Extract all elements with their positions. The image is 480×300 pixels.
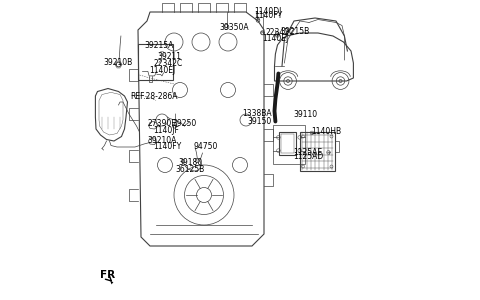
Text: 27390E: 27390E (147, 119, 176, 128)
Text: 36125B: 36125B (176, 165, 205, 174)
Text: 39210B: 39210B (103, 58, 132, 67)
Text: FR: FR (100, 271, 115, 281)
Text: 39210A: 39210A (147, 136, 176, 145)
Text: 22342C: 22342C (266, 28, 295, 37)
Text: REF.28-286A: REF.28-286A (131, 92, 178, 101)
Text: 39350A: 39350A (219, 23, 249, 32)
Text: 22342C: 22342C (154, 59, 183, 68)
Bar (273, 124, 305, 164)
Text: 1140HB: 1140HB (312, 127, 342, 136)
Text: 39110: 39110 (293, 110, 318, 119)
Text: 1338BA: 1338BA (242, 109, 272, 118)
Text: 1140JF: 1140JF (153, 126, 179, 135)
Text: 1140DJ: 1140DJ (254, 7, 282, 16)
Text: 1140EJ: 1140EJ (263, 34, 289, 43)
Text: 39215B: 39215B (280, 27, 310, 36)
Bar (300, 132, 335, 171)
Text: 1140FY: 1140FY (153, 142, 181, 151)
Polygon shape (110, 281, 113, 284)
Text: 1140EJ: 1140EJ (149, 66, 176, 75)
Text: 39215A: 39215A (145, 41, 174, 50)
Text: 39250: 39250 (172, 119, 197, 128)
Text: 1125AD: 1125AD (293, 152, 324, 161)
Text: 39211: 39211 (157, 52, 181, 61)
Bar (281, 134, 294, 153)
Bar (279, 132, 296, 154)
Text: 94750: 94750 (193, 142, 218, 151)
Text: 39180: 39180 (179, 158, 203, 167)
Text: 1125AE: 1125AE (293, 148, 323, 157)
Bar (138, 44, 173, 80)
Text: 1140FY: 1140FY (254, 11, 283, 20)
Bar (335, 141, 339, 152)
Text: 39150: 39150 (247, 117, 272, 126)
